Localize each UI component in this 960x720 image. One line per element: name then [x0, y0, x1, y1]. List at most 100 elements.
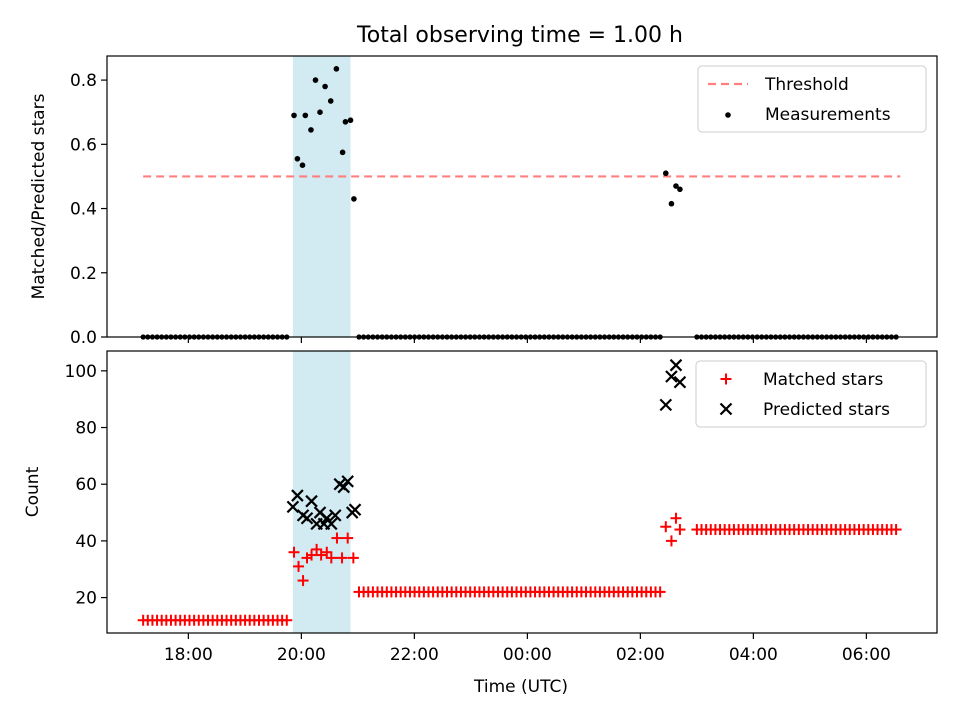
predicted-star-point — [291, 489, 304, 502]
x-tick-label: 04:00 — [729, 645, 778, 665]
measurement-point — [302, 112, 309, 119]
cross-stroke — [286, 500, 300, 514]
measurement-point — [351, 196, 357, 202]
y-tick-label: 0.8 — [70, 71, 97, 91]
predicted-star-point — [286, 500, 300, 514]
top-legend-box — [697, 65, 927, 133]
measurement-point — [677, 186, 683, 193]
bottom-x-ticks: 18:00 20:00 22:00 00:00 02:00 04:00 06:00 — [164, 633, 891, 665]
x-tick-label: 06:00 — [842, 645, 891, 665]
predicted-star-point — [305, 494, 318, 508]
matched-star-point — [288, 546, 300, 558]
y-tick-label: 0.2 — [70, 264, 97, 284]
legend-threshold-label: Threshold — [764, 75, 849, 95]
predicted-star-point — [337, 480, 351, 494]
y-tick-label: 0.0 — [70, 328, 97, 348]
x-tick-label: 18:00 — [164, 645, 213, 665]
predicted-star-point — [341, 475, 354, 488]
cross-stroke — [328, 509, 342, 522]
matched-stars-points — [137, 512, 902, 626]
x-tick-label: 00:00 — [503, 645, 552, 665]
measurement-point — [668, 200, 675, 207]
measurement-point — [333, 66, 340, 72]
matched-star-point — [306, 549, 318, 561]
matched-star-point — [654, 586, 666, 598]
bottom-axes-frame — [106, 350, 938, 634]
cross-stroke — [348, 503, 362, 516]
predicted-star-point — [673, 375, 687, 389]
top-axes-frame — [106, 55, 938, 338]
measurement-point — [347, 117, 354, 124]
measurement-points — [291, 66, 683, 207]
chart-title: Total observing time = 1.00 h — [356, 23, 683, 48]
y-tick-label: 60 — [75, 475, 97, 495]
matched-star-point — [281, 614, 293, 626]
matched-star-point — [670, 512, 682, 524]
matched-star-point — [336, 552, 348, 564]
y-tick-label: 0.6 — [70, 135, 97, 155]
top-panel: 0.00.20.40.60.8 Matched/Predicted stars … — [29, 55, 938, 348]
predicted-stars-points — [286, 358, 687, 531]
matched-star-point — [297, 575, 309, 587]
measurement-point — [308, 127, 314, 133]
predicted-star-point — [669, 358, 683, 372]
measurement-point — [673, 183, 679, 189]
matched-star-point — [665, 535, 677, 547]
measurement-point — [294, 155, 301, 162]
predicted-star-point — [665, 370, 678, 383]
matched-star-point — [293, 560, 305, 572]
predicted-star-point — [328, 509, 342, 522]
bottom-legend-box — [695, 360, 927, 428]
cross-stroke — [305, 494, 318, 508]
predicted-star-point — [325, 517, 338, 531]
matched-star-point — [890, 524, 902, 536]
legend-cross-marker — [719, 402, 733, 416]
measurement-point — [342, 119, 349, 125]
bottom-panel: 20 40 60 80 100 18:00 20:00 22:00 00:00 02:00 04:… — [23, 350, 938, 697]
legend-measurements-swatch — [725, 112, 731, 118]
measurement-point — [291, 112, 297, 119]
measurement-point — [317, 109, 323, 115]
cross-stroke — [337, 480, 351, 494]
cross-stroke — [719, 402, 733, 416]
predicted-star-point — [659, 398, 673, 412]
cross-stroke — [673, 375, 687, 389]
y-tick-label: 20 — [75, 589, 97, 609]
measurement-point — [299, 162, 306, 168]
matched-star-point — [347, 552, 359, 564]
cross-stroke — [325, 517, 338, 531]
cross-stroke — [313, 506, 327, 519]
bottom-y-axis-label: Count — [23, 466, 43, 517]
matched-star-point — [321, 546, 333, 558]
cross-stroke — [665, 370, 678, 383]
legend-matched-swatch — [720, 373, 732, 385]
matched-star-point — [315, 549, 327, 561]
matched-star-point — [331, 532, 343, 544]
legend-predicted-label: Predicted stars — [763, 400, 890, 420]
y-tick-label: 40 — [75, 532, 97, 552]
top-highlight-span — [292, 56, 351, 337]
top-legend: Threshold Measurements — [697, 65, 927, 133]
y-tick-label: 0.4 — [70, 200, 97, 220]
cross-stroke — [300, 511, 314, 525]
measurement-point — [312, 77, 319, 83]
x-axis-label: Time (UTC) — [473, 677, 568, 697]
matched-star-point — [342, 532, 354, 544]
predicted-star-point — [348, 503, 362, 516]
measurement-point — [339, 149, 346, 156]
measurement-point — [327, 98, 334, 104]
bottom-y-ticks: 20 40 60 80 100 — [65, 362, 107, 609]
cross-stroke — [291, 489, 304, 502]
legend-measurements-label: Measurements — [765, 105, 891, 125]
x-tick-label: 22:00 — [390, 645, 439, 665]
x-tick-label: 20:00 — [277, 645, 326, 665]
cross-stroke — [669, 358, 683, 372]
legend-predicted-swatch — [719, 402, 733, 416]
matched-star-point — [660, 521, 672, 533]
measurement-point — [662, 170, 669, 177]
matched-star-point — [311, 543, 323, 555]
top-y-axis-label: Matched/Predicted stars — [29, 93, 49, 299]
legend-plus-marker — [720, 373, 732, 385]
cross-stroke — [659, 398, 673, 412]
